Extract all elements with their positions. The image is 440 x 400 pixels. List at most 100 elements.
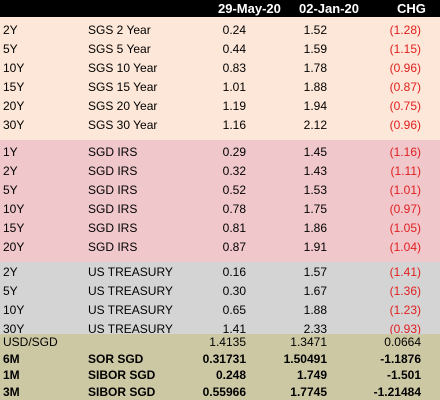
change-value: (1.28): [389, 23, 421, 37]
money-market-section: USD/SGD 1.4135 1.3471 0.0664 6M SOR SGD …: [0, 334, 440, 400]
date1-value: 1.16: [222, 118, 246, 132]
instrument-cell: SGD IRS: [88, 240, 138, 254]
table-header: 29-May-20 02-Jan-20 CHG: [0, 0, 440, 17]
date1-value: 0.30: [222, 284, 246, 298]
date1-value: 0.87: [222, 240, 246, 254]
tenor-cell: 6M: [3, 351, 20, 366]
tenor-cell: 15Y: [3, 80, 25, 94]
date2-value: 1.3471: [290, 335, 327, 349]
tenor-cell: 5Y: [3, 42, 18, 56]
instrument-cell: SGD IRS: [88, 145, 138, 159]
tenor-cell: 10Y: [3, 202, 25, 216]
tenor-cell: 2Y: [3, 23, 18, 37]
change-value: 0.0664: [384, 335, 421, 349]
instrument-cell: US TREASURY: [88, 284, 173, 298]
change-value: -1.501: [386, 368, 421, 382]
date2-value: 1.53: [303, 183, 327, 197]
date2-value: 1.59: [303, 42, 327, 56]
table-row: 1Y SGD IRS 0.29 1.45 (1.16): [0, 143, 440, 162]
date2-value: 1.94: [303, 99, 327, 113]
change-value: (0.97): [389, 202, 421, 216]
tenor-cell: 10Y: [3, 303, 25, 317]
table-row: 2Y US TREASURY 0.16 1.57 (1.41): [0, 263, 440, 282]
table-row: 30Y SGS 30 Year 1.16 2.12 (0.96): [0, 116, 440, 135]
change-value: (1.16): [389, 145, 421, 159]
date1-value: 1.19: [222, 99, 246, 113]
instrument-cell: US TREASURY: [88, 303, 173, 317]
tenor-cell: 2Y: [3, 164, 18, 178]
tenor-cell: 1M: [3, 368, 20, 382]
date2-value: 1.91: [303, 240, 327, 254]
date2-value: 1.67: [303, 284, 327, 298]
change-value: (0.96): [389, 118, 421, 132]
table-row: 10Y SGS 10 Year 0.83 1.78 (0.96): [0, 59, 440, 78]
instrument-cell: SGS 15 Year: [88, 80, 158, 94]
date1-value: 0.65: [222, 303, 246, 317]
instrument-cell: SGS 20 Year: [88, 99, 158, 113]
tenor-cell: 3M: [3, 384, 20, 399]
date1-value: 0.81: [222, 221, 246, 235]
instrument-cell: SGD IRS: [88, 164, 138, 178]
change-value: (0.87): [389, 80, 421, 94]
tenor-cell: 20Y: [3, 99, 25, 113]
change-value: (1.01): [389, 183, 421, 197]
table-row: 6M SOR SGD 0.31731 1.50491 -1.1876: [0, 351, 440, 368]
instrument-cell: US TREASURY: [88, 265, 173, 279]
date1-value: 0.31731: [202, 351, 246, 366]
instrument-cell: US TREASURY: [88, 322, 173, 336]
table-row: 15Y SGS 15 Year 1.01 1.88 (0.87): [0, 78, 440, 97]
table-row: 30Y US TREASURY 1.41 2.33 (0.93): [0, 320, 440, 339]
table-row: 10Y US TREASURY 0.65 1.88 (1.23): [0, 301, 440, 320]
date1-value: 0.248: [215, 368, 246, 382]
header-date2: 02-Jan-20: [299, 1, 359, 16]
tenor-cell: 20Y: [3, 240, 25, 254]
date2-value: 1.88: [303, 80, 327, 94]
date1-value: 0.44: [222, 42, 246, 56]
table-row: 5Y US TREASURY 0.30 1.67 (1.36): [0, 282, 440, 301]
date2-value: 1.88: [303, 303, 327, 317]
date2-value: 1.78: [303, 61, 327, 75]
instrument-cell: SGS 5 Year: [88, 42, 151, 56]
instrument-cell: SGS 30 Year: [88, 118, 158, 132]
date2-value: 1.749: [296, 368, 327, 382]
change-value: (0.93): [389, 322, 421, 336]
table-row: 3M SIBOR SGD 0.55966 1.7745 -1.21484: [0, 384, 440, 400]
instrument-cell: SGD IRS: [88, 183, 138, 197]
date1-value: 0.78: [222, 202, 246, 216]
ust-section: 2Y US TREASURY 0.16 1.57 (1.41) 5Y US TR…: [0, 262, 440, 340]
date1-value: 0.24: [222, 23, 246, 37]
date1-value: 0.52: [222, 183, 246, 197]
table-row: 5Y SGD IRS 0.52 1.53 (1.01): [0, 181, 440, 200]
change-value: -1.21484: [373, 384, 421, 399]
table-row: 5Y SGS 5 Year 0.44 1.59 (1.15): [0, 40, 440, 59]
date1-value: 1.01: [222, 80, 246, 94]
header-date1: 29-May-20: [218, 1, 281, 16]
table-row: USD/SGD 1.4135 1.3471 0.0664: [0, 334, 440, 351]
tenor-cell: 15Y: [3, 221, 25, 235]
date1-value: 0.29: [222, 145, 246, 159]
instrument-cell: SGD IRS: [88, 202, 138, 216]
tenor-cell: 10Y: [3, 61, 25, 75]
table-row: 20Y SGS 20 Year 1.19 1.94 (0.75): [0, 97, 440, 116]
instrument-cell: SGD IRS: [88, 221, 138, 235]
date2-value: 1.45: [303, 145, 327, 159]
change-value: (1.05): [389, 221, 421, 235]
date1-value: 1.4135: [209, 335, 246, 349]
change-value: (1.41): [389, 265, 421, 279]
table-row: 20Y SGD IRS 0.87 1.91 (1.04): [0, 238, 440, 257]
table-row: 15Y SGD IRS 0.81 1.86 (1.05): [0, 219, 440, 238]
tenor-cell: 1Y: [3, 145, 18, 159]
instrument-cell: SGS 2 Year: [88, 23, 151, 37]
change-value: (1.36): [389, 284, 421, 298]
date2-value: 1.50491: [283, 351, 327, 366]
change-value: (1.23): [389, 303, 421, 317]
date2-value: 1.86: [303, 221, 327, 235]
tenor-cell: 30Y: [3, 322, 25, 336]
date1-value: 1.41: [222, 322, 246, 336]
date2-value: 2.12: [303, 118, 327, 132]
change-value: (1.04): [389, 240, 421, 254]
date2-value: 1.52: [303, 23, 327, 37]
table-row: 10Y SGD IRS 0.78 1.75 (0.97): [0, 200, 440, 219]
date1-value: 0.32: [222, 164, 246, 178]
